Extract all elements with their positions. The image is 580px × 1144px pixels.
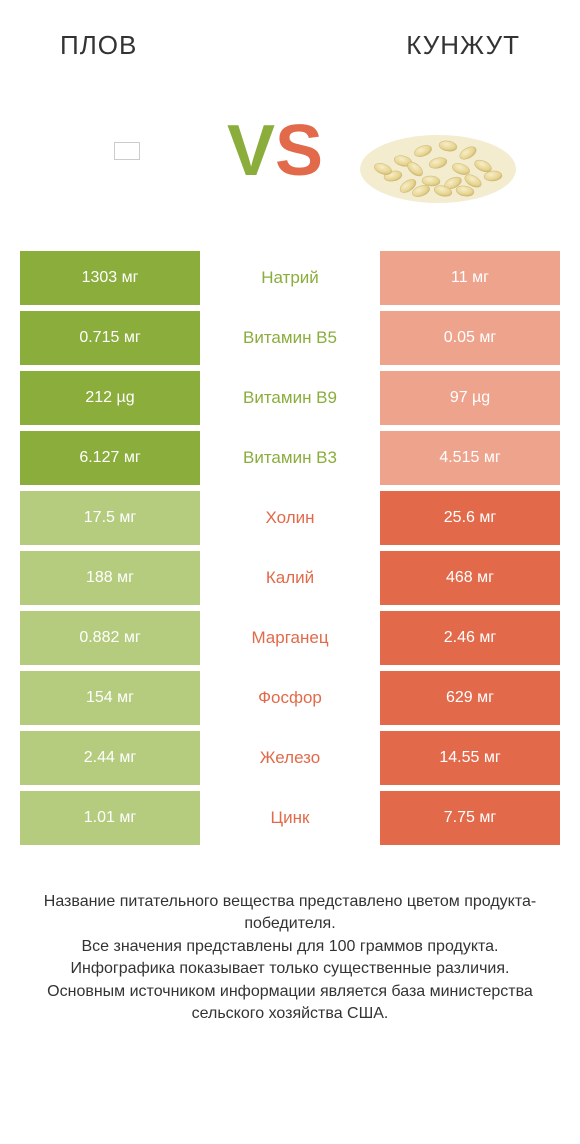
right-value-cell: 25.6 мг <box>380 491 560 545</box>
right-value-cell: 97 µg <box>380 371 560 425</box>
image-placeholder-icon <box>114 142 140 160</box>
left-value-cell: 154 мг <box>20 671 200 725</box>
footer-notes: Название питательного вещества представл… <box>0 851 580 1045</box>
right-value-cell: 14.55 мг <box>380 731 560 785</box>
nutrient-label: Холин <box>200 491 380 545</box>
left-value-cell: 1303 мг <box>20 251 200 305</box>
nutrient-label: Цинк <box>200 791 380 845</box>
nutrient-label: Калий <box>200 551 380 605</box>
nutrient-label: Витамин B3 <box>200 431 380 485</box>
left-value-cell: 17.5 мг <box>20 491 200 545</box>
nutrient-label: Натрий <box>200 251 380 305</box>
nutrient-label: Витамин B9 <box>200 371 380 425</box>
vs-v: V <box>227 111 275 191</box>
table-row: 17.5 мгХолин25.6 мг <box>20 491 560 545</box>
left-value-cell: 2.44 мг <box>20 731 200 785</box>
right-value-cell: 11 мг <box>380 251 560 305</box>
left-value-cell: 188 мг <box>20 551 200 605</box>
table-row: 2.44 мгЖелезо14.55 мг <box>20 731 560 785</box>
nutrient-label: Железо <box>200 731 380 785</box>
right-food-image <box>353 81 523 221</box>
footer-line: Название питательного вещества представл… <box>30 891 550 936</box>
left-food-image <box>57 81 197 221</box>
nutrient-label: Фосфор <box>200 671 380 725</box>
right-value-cell: 2.46 мг <box>380 611 560 665</box>
table-row: 1.01 мгЦинк7.75 мг <box>20 791 560 845</box>
nutrient-label: Витамин B5 <box>200 311 380 365</box>
left-food-title: ПЛОВ <box>60 30 137 61</box>
right-value-cell: 468 мг <box>380 551 560 605</box>
footer-line: Основным источником информации является … <box>30 981 550 1026</box>
nutrient-label: Марганец <box>200 611 380 665</box>
footer-line: Инфографика показывает только существенн… <box>30 958 550 980</box>
left-value-cell: 1.01 мг <box>20 791 200 845</box>
left-value-cell: 0.882 мг <box>20 611 200 665</box>
table-row: 212 µgВитамин B997 µg <box>20 371 560 425</box>
right-value-cell: 7.75 мг <box>380 791 560 845</box>
vs-row: VS <box>0 71 580 251</box>
left-value-cell: 212 µg <box>20 371 200 425</box>
right-food-title: КУНЖУТ <box>406 30 520 61</box>
table-row: 188 мгКалий468 мг <box>20 551 560 605</box>
table-row: 1303 мгНатрий11 мг <box>20 251 560 305</box>
right-value-cell: 4.515 мг <box>380 431 560 485</box>
vs-s: S <box>275 111 323 191</box>
table-row: 0.882 мгМарганец2.46 мг <box>20 611 560 665</box>
left-value-cell: 6.127 мг <box>20 431 200 485</box>
table-row: 154 мгФосфор629 мг <box>20 671 560 725</box>
left-value-cell: 0.715 мг <box>20 311 200 365</box>
header: ПЛОВ КУНЖУТ <box>0 0 580 71</box>
footer-line: Все значения представлены для 100 граммо… <box>30 936 550 958</box>
table-row: 6.127 мгВитамин B34.515 мг <box>20 431 560 485</box>
right-value-cell: 0.05 мг <box>380 311 560 365</box>
comparison-table: 1303 мгНатрий11 мг 0.715 мгВитамин B50.05… <box>20 251 560 845</box>
right-value-cell: 629 мг <box>380 671 560 725</box>
table-row: 0.715 мгВитамин B50.05 мг <box>20 311 560 365</box>
vs-label: VS <box>227 115 323 187</box>
sesame-seeds-icon <box>353 91 523 211</box>
